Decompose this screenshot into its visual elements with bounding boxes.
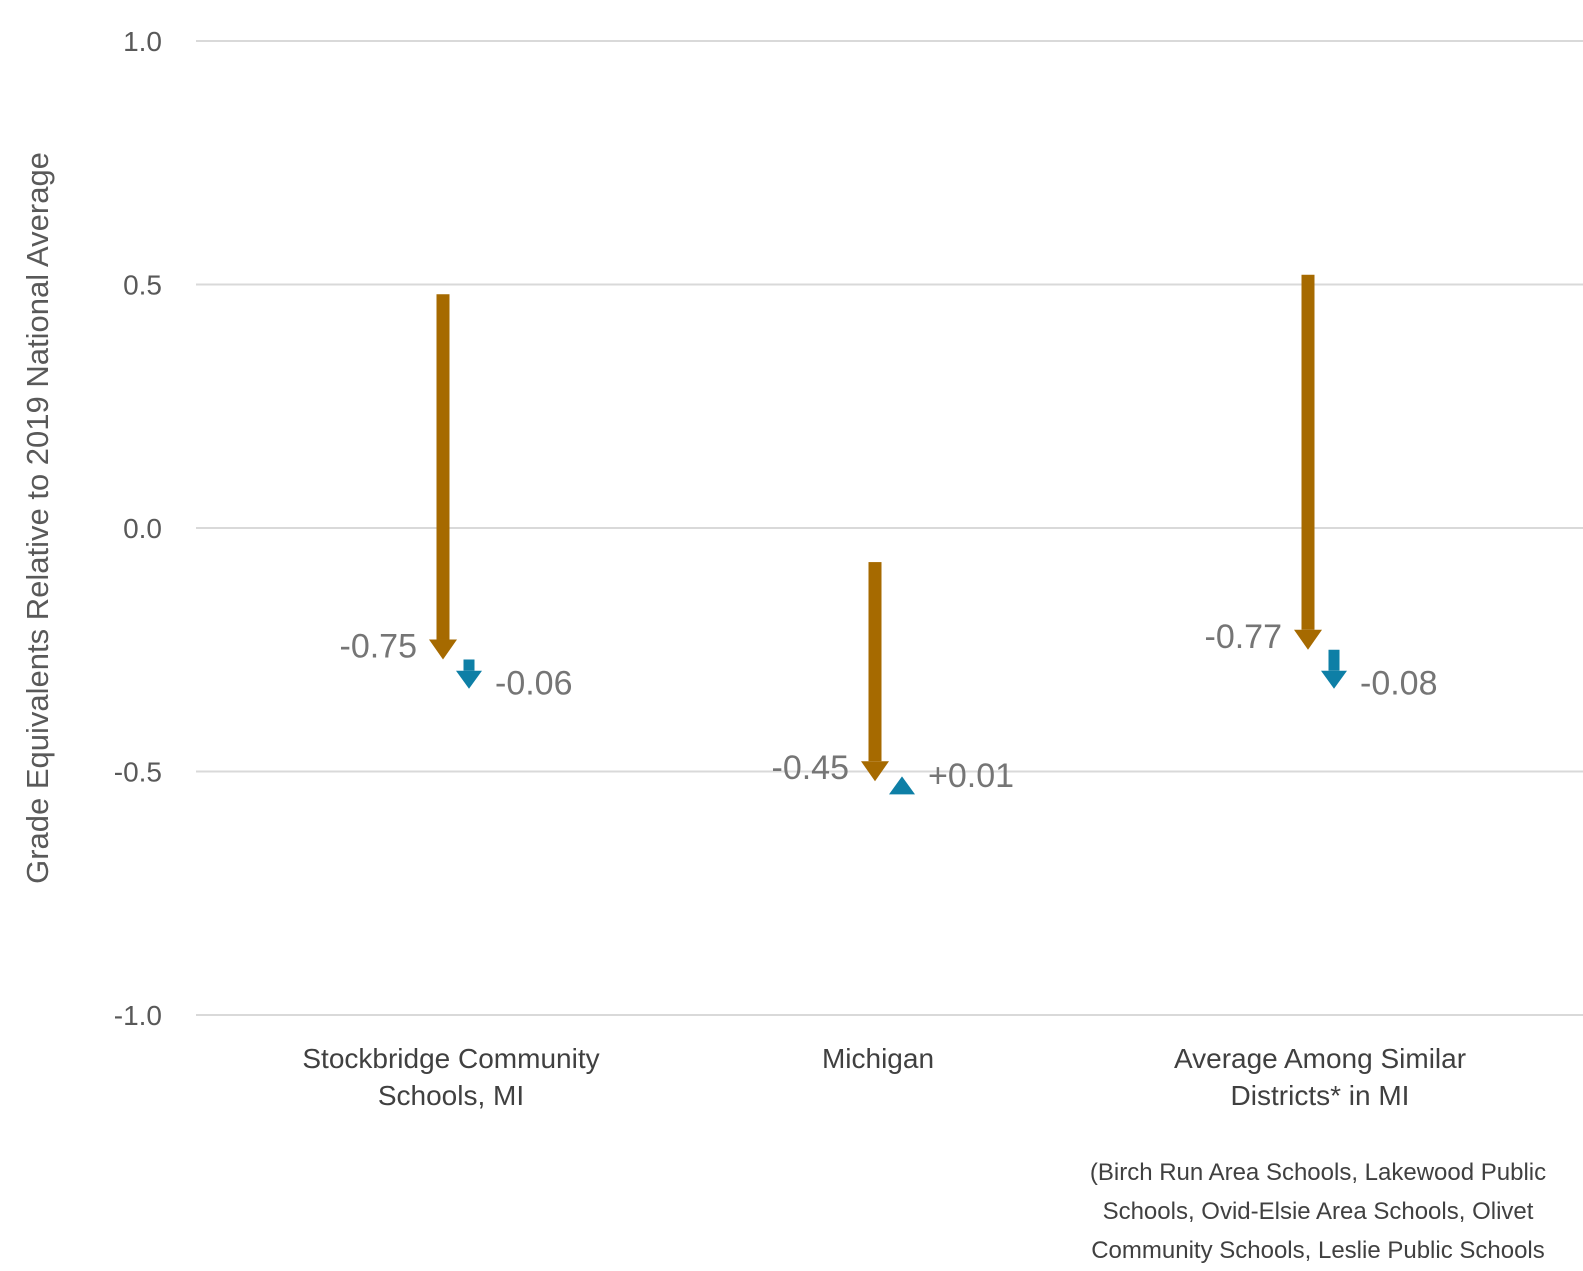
arrow-shaft xyxy=(463,659,475,671)
y-axis-ticks: 1.0 0.5 0.0 -0.5 -1.0 xyxy=(114,26,162,1031)
data-label: -0.06 xyxy=(495,665,573,703)
y-tick-label: 0.5 xyxy=(123,270,162,301)
data-label: -0.45 xyxy=(772,749,850,787)
arrow-mark xyxy=(429,294,457,660)
y-axis-label: Grade Equivalents Relative to 2019 Natio… xyxy=(20,152,55,884)
arrow-shaft xyxy=(1301,274,1315,630)
footnote: (Birch Run Area Schools, Lakewood Public… xyxy=(1090,1159,1546,1264)
footnote-line: Schools, Ovid-Elsie Area Schools, Olivet xyxy=(1103,1198,1534,1225)
arrow-mark xyxy=(1321,649,1347,689)
arrows: -0.75 -0.45 -0.77 -0.06 +0.01 -0.08 xyxy=(340,274,1438,795)
arrow-mark xyxy=(861,562,889,782)
y-tick-label: 0.0 xyxy=(123,513,162,544)
y-tick-label: -0.5 xyxy=(114,757,162,788)
arrow-shaft xyxy=(436,294,450,640)
data-label: -0.75 xyxy=(340,627,418,665)
arrow-mark xyxy=(1294,274,1322,650)
footnote-line: (Birch Run Area Schools, Lakewood Public xyxy=(1090,1159,1546,1186)
arrow-head xyxy=(1294,629,1322,650)
arrow-mark xyxy=(456,659,482,689)
y-tick-label: 1.0 xyxy=(123,26,162,57)
arrow-head xyxy=(1321,670,1347,689)
category-label: Michigan xyxy=(822,1043,934,1074)
arrow-head xyxy=(429,639,457,660)
data-label: -0.08 xyxy=(1360,665,1438,703)
category-labels: Stockbridge Community Schools, MI Michigan… xyxy=(302,1043,1466,1111)
footnote-line: Community Schools, Leslie Public Schools xyxy=(1091,1237,1545,1264)
arrow-head xyxy=(861,761,889,782)
arrow-shaft xyxy=(868,562,882,762)
arrow-shaft xyxy=(1328,649,1340,671)
category-label: Schools, MI xyxy=(378,1080,524,1111)
category-label: Stockbridge Community xyxy=(302,1043,599,1074)
arrow-head xyxy=(456,670,482,689)
category-label: Average Among Similar xyxy=(1174,1043,1466,1074)
data-label: -0.77 xyxy=(1205,618,1283,656)
y-tick-label: -1.0 xyxy=(114,1000,162,1031)
data-label: +0.01 xyxy=(928,757,1014,795)
arrow-mark xyxy=(889,776,915,795)
category-label: Districts* in MI xyxy=(1231,1080,1410,1111)
arrow-head xyxy=(889,776,915,795)
gridlines xyxy=(196,40,1583,1016)
